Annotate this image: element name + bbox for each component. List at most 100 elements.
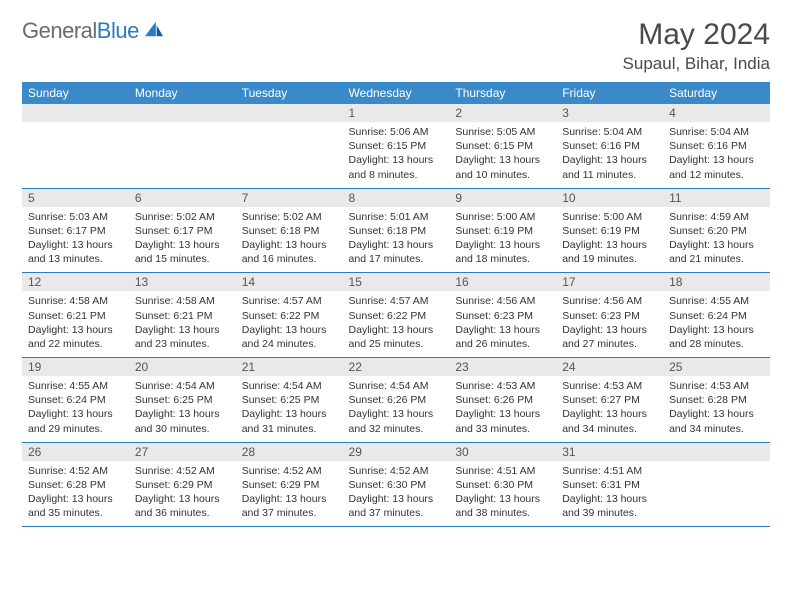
logo-text: GeneralBlue — [22, 18, 139, 44]
day-data: Sunrise: 4:56 AMSunset: 6:23 PMDaylight:… — [449, 291, 556, 357]
calendar-day-cell: 22Sunrise: 4:54 AMSunset: 6:26 PMDayligh… — [343, 358, 450, 443]
day-number — [663, 443, 770, 461]
day-data: Sunrise: 4:55 AMSunset: 6:24 PMDaylight:… — [663, 291, 770, 357]
day-number: 16 — [449, 273, 556, 291]
day-number: 10 — [556, 189, 663, 207]
calendar-day-cell: 31Sunrise: 4:51 AMSunset: 6:31 PMDayligh… — [556, 442, 663, 527]
day-number: 4 — [663, 104, 770, 122]
day-number: 31 — [556, 443, 663, 461]
day-data: Sunrise: 5:02 AMSunset: 6:17 PMDaylight:… — [129, 207, 236, 273]
day-number: 30 — [449, 443, 556, 461]
weekday-header: Saturday — [663, 82, 770, 104]
day-data — [236, 122, 343, 182]
day-number: 9 — [449, 189, 556, 207]
day-data: Sunrise: 4:51 AMSunset: 6:31 PMDaylight:… — [556, 461, 663, 527]
day-number: 19 — [22, 358, 129, 376]
day-data: Sunrise: 5:06 AMSunset: 6:15 PMDaylight:… — [343, 122, 450, 188]
calendar-week-row: 1Sunrise: 5:06 AMSunset: 6:15 PMDaylight… — [22, 104, 770, 188]
day-data: Sunrise: 5:05 AMSunset: 6:15 PMDaylight:… — [449, 122, 556, 188]
calendar-day-cell: 8Sunrise: 5:01 AMSunset: 6:18 PMDaylight… — [343, 188, 450, 273]
day-data: Sunrise: 4:59 AMSunset: 6:20 PMDaylight:… — [663, 207, 770, 273]
day-data: Sunrise: 5:01 AMSunset: 6:18 PMDaylight:… — [343, 207, 450, 273]
calendar-day-cell: 27Sunrise: 4:52 AMSunset: 6:29 PMDayligh… — [129, 442, 236, 527]
day-number — [22, 104, 129, 122]
weekday-header: Wednesday — [343, 82, 450, 104]
calendar-day-cell: 28Sunrise: 4:52 AMSunset: 6:29 PMDayligh… — [236, 442, 343, 527]
calendar-day-cell: 15Sunrise: 4:57 AMSunset: 6:22 PMDayligh… — [343, 273, 450, 358]
month-title: May 2024 — [623, 18, 770, 52]
calendar-table: SundayMondayTuesdayWednesdayThursdayFrid… — [22, 82, 770, 527]
calendar-day-cell: 5Sunrise: 5:03 AMSunset: 6:17 PMDaylight… — [22, 188, 129, 273]
calendar-day-cell — [236, 104, 343, 188]
day-data: Sunrise: 4:51 AMSunset: 6:30 PMDaylight:… — [449, 461, 556, 527]
day-number: 2 — [449, 104, 556, 122]
location: Supaul, Bihar, India — [623, 54, 770, 74]
calendar-day-cell: 29Sunrise: 4:52 AMSunset: 6:30 PMDayligh… — [343, 442, 450, 527]
calendar-day-cell: 9Sunrise: 5:00 AMSunset: 6:19 PMDaylight… — [449, 188, 556, 273]
day-number: 20 — [129, 358, 236, 376]
weekday-header: Monday — [129, 82, 236, 104]
calendar-day-cell: 4Sunrise: 5:04 AMSunset: 6:16 PMDaylight… — [663, 104, 770, 188]
logo: GeneralBlue — [22, 18, 165, 44]
day-data: Sunrise: 4:53 AMSunset: 6:27 PMDaylight:… — [556, 376, 663, 442]
day-data: Sunrise: 4:52 AMSunset: 6:29 PMDaylight:… — [129, 461, 236, 527]
day-number: 18 — [663, 273, 770, 291]
calendar-day-cell: 7Sunrise: 5:02 AMSunset: 6:18 PMDaylight… — [236, 188, 343, 273]
day-data: Sunrise: 5:03 AMSunset: 6:17 PMDaylight:… — [22, 207, 129, 273]
day-number: 3 — [556, 104, 663, 122]
calendar-day-cell: 14Sunrise: 4:57 AMSunset: 6:22 PMDayligh… — [236, 273, 343, 358]
title-block: May 2024 Supaul, Bihar, India — [623, 18, 770, 74]
day-number — [129, 104, 236, 122]
calendar-day-cell: 3Sunrise: 5:04 AMSunset: 6:16 PMDaylight… — [556, 104, 663, 188]
day-number: 29 — [343, 443, 450, 461]
calendar-day-cell: 23Sunrise: 4:53 AMSunset: 6:26 PMDayligh… — [449, 358, 556, 443]
day-data: Sunrise: 4:58 AMSunset: 6:21 PMDaylight:… — [22, 291, 129, 357]
day-number: 7 — [236, 189, 343, 207]
calendar-header-row: SundayMondayTuesdayWednesdayThursdayFrid… — [22, 82, 770, 104]
day-data: Sunrise: 4:57 AMSunset: 6:22 PMDaylight:… — [343, 291, 450, 357]
logo-word-2: Blue — [97, 18, 139, 43]
day-number: 21 — [236, 358, 343, 376]
day-data: Sunrise: 5:02 AMSunset: 6:18 PMDaylight:… — [236, 207, 343, 273]
day-number: 22 — [343, 358, 450, 376]
day-number: 15 — [343, 273, 450, 291]
calendar-day-cell: 20Sunrise: 4:54 AMSunset: 6:25 PMDayligh… — [129, 358, 236, 443]
day-data: Sunrise: 4:58 AMSunset: 6:21 PMDaylight:… — [129, 291, 236, 357]
day-data: Sunrise: 4:54 AMSunset: 6:26 PMDaylight:… — [343, 376, 450, 442]
day-number: 26 — [22, 443, 129, 461]
day-data — [129, 122, 236, 182]
day-data: Sunrise: 4:54 AMSunset: 6:25 PMDaylight:… — [236, 376, 343, 442]
day-number: 13 — [129, 273, 236, 291]
day-data: Sunrise: 5:00 AMSunset: 6:19 PMDaylight:… — [449, 207, 556, 273]
day-number: 27 — [129, 443, 236, 461]
day-data: Sunrise: 4:57 AMSunset: 6:22 PMDaylight:… — [236, 291, 343, 357]
calendar-body: 1Sunrise: 5:06 AMSunset: 6:15 PMDaylight… — [22, 104, 770, 527]
day-number: 25 — [663, 358, 770, 376]
day-number: 24 — [556, 358, 663, 376]
calendar-day-cell: 6Sunrise: 5:02 AMSunset: 6:17 PMDaylight… — [129, 188, 236, 273]
calendar-day-cell: 11Sunrise: 4:59 AMSunset: 6:20 PMDayligh… — [663, 188, 770, 273]
calendar-week-row: 12Sunrise: 4:58 AMSunset: 6:21 PMDayligh… — [22, 273, 770, 358]
day-data — [22, 122, 129, 182]
calendar-day-cell: 1Sunrise: 5:06 AMSunset: 6:15 PMDaylight… — [343, 104, 450, 188]
calendar-day-cell: 13Sunrise: 4:58 AMSunset: 6:21 PMDayligh… — [129, 273, 236, 358]
header: GeneralBlue May 2024 Supaul, Bihar, Indi… — [22, 18, 770, 74]
day-number: 23 — [449, 358, 556, 376]
day-data: Sunrise: 4:52 AMSunset: 6:29 PMDaylight:… — [236, 461, 343, 527]
calendar-day-cell: 26Sunrise: 4:52 AMSunset: 6:28 PMDayligh… — [22, 442, 129, 527]
calendar-day-cell: 18Sunrise: 4:55 AMSunset: 6:24 PMDayligh… — [663, 273, 770, 358]
weekday-header: Friday — [556, 82, 663, 104]
calendar-day-cell: 21Sunrise: 4:54 AMSunset: 6:25 PMDayligh… — [236, 358, 343, 443]
calendar-week-row: 26Sunrise: 4:52 AMSunset: 6:28 PMDayligh… — [22, 442, 770, 527]
calendar-day-cell — [129, 104, 236, 188]
day-data: Sunrise: 5:04 AMSunset: 6:16 PMDaylight:… — [556, 122, 663, 188]
calendar-day-cell: 2Sunrise: 5:05 AMSunset: 6:15 PMDaylight… — [449, 104, 556, 188]
calendar-day-cell — [663, 442, 770, 527]
day-number: 17 — [556, 273, 663, 291]
calendar-week-row: 19Sunrise: 4:55 AMSunset: 6:24 PMDayligh… — [22, 358, 770, 443]
day-number: 12 — [22, 273, 129, 291]
day-data: Sunrise: 4:53 AMSunset: 6:28 PMDaylight:… — [663, 376, 770, 442]
weekday-header: Tuesday — [236, 82, 343, 104]
day-number: 14 — [236, 273, 343, 291]
logo-sail-icon — [143, 20, 165, 38]
